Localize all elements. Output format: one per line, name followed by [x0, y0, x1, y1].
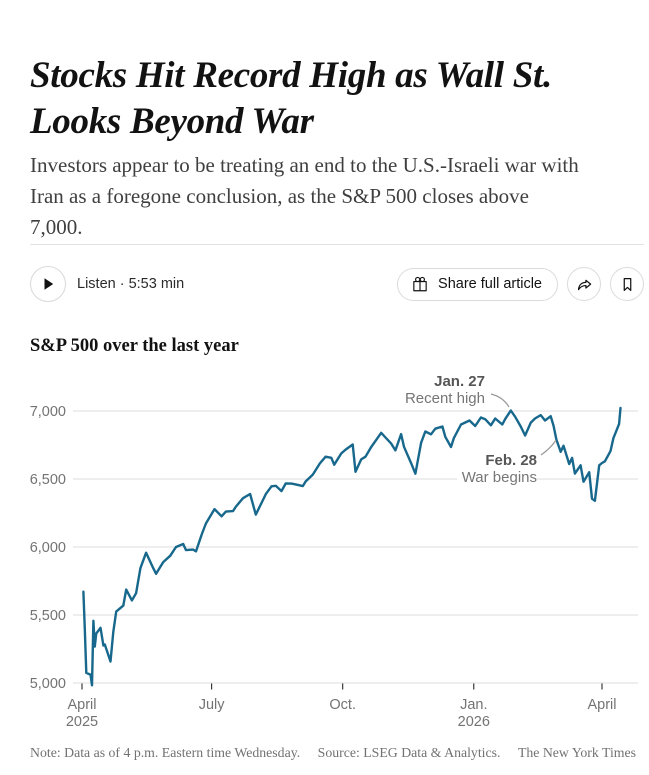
share-full-article-label: Share full article [438, 276, 542, 292]
y-tick-label: 6,000 [30, 540, 66, 556]
annotation-text: Recent high [404, 390, 485, 407]
chart-grid: 7,000 6,500 6,000 5,500 5,000 [30, 404, 638, 692]
play-icon [44, 278, 53, 290]
listen-play-button[interactable] [30, 266, 66, 302]
share-toolbar: Share full article [397, 267, 644, 301]
headline-line: Looks Beyond War [30, 100, 314, 142]
chart-footnote: Note: Data as of 4 p.m. Eastern time Wed… [30, 745, 636, 761]
article-headline: Stocks Hit Record High as Wall St. Looks… [30, 53, 552, 145]
footnote-note: Note: Data as of 4 p.m. Eastern time Wed… [30, 745, 301, 760]
headline-line: Stocks Hit Record High as Wall St. [30, 54, 552, 96]
footnote-source: Source: LSEG Data & Analytics. [317, 745, 501, 760]
x-tick-label: Oct. [329, 697, 356, 713]
x-tick-label: July [199, 697, 226, 713]
share-button[interactable] [567, 267, 601, 301]
share-full-article-button[interactable]: Share full article [397, 267, 558, 301]
summary-line: 7,000. [30, 215, 83, 239]
annotation-war-begins: Feb. 28 War begins [456, 452, 537, 488]
article-summary: Investors appear to be treating an end t… [30, 150, 579, 243]
annotation-text: War begins [461, 469, 537, 486]
sp500-line-chart: 7,000 6,500 6,000 5,500 5,000 April 2025 July O… [0, 370, 649, 740]
annotation-leader-line [490, 393, 510, 408]
summary-line: Investors appear to be treating an end t… [30, 153, 579, 177]
chart-title: S&P 500 over the last year [30, 336, 239, 356]
bookmark-button[interactable] [610, 267, 644, 301]
y-tick-label: 6,500 [30, 472, 66, 488]
share-arrow-icon [577, 279, 591, 290]
sp500-series-line [82, 406, 622, 687]
section-divider [30, 244, 644, 245]
annotation-recent-high: Jan. 27 Recent high [405, 373, 485, 407]
x-tick-label: April [67, 697, 96, 713]
y-tick-label: 7,000 [30, 404, 66, 420]
x-tick-label: Jan. [460, 697, 487, 713]
listen-toolbar: Listen · 5:53 min [30, 266, 184, 302]
x-tick-label: 2026 [458, 714, 490, 730]
y-tick-label: 5,000 [30, 676, 66, 692]
annotation-date: Feb. 28 [485, 452, 537, 469]
footnote-credit: The New York Times [517, 745, 636, 760]
x-tick-label: 2025 [66, 714, 98, 730]
summary-line: Iran as a foregone conclusion, as the S&… [30, 184, 530, 208]
annotation-leader-line [540, 439, 557, 456]
gift-icon [413, 276, 427, 292]
listen-duration-label: Listen · 5:53 min [77, 276, 185, 292]
x-tick-label: April [587, 697, 616, 713]
annotation-date: Jan. 27 [434, 373, 485, 390]
y-tick-label: 5,500 [30, 608, 66, 624]
bookmark-icon [623, 277, 631, 291]
